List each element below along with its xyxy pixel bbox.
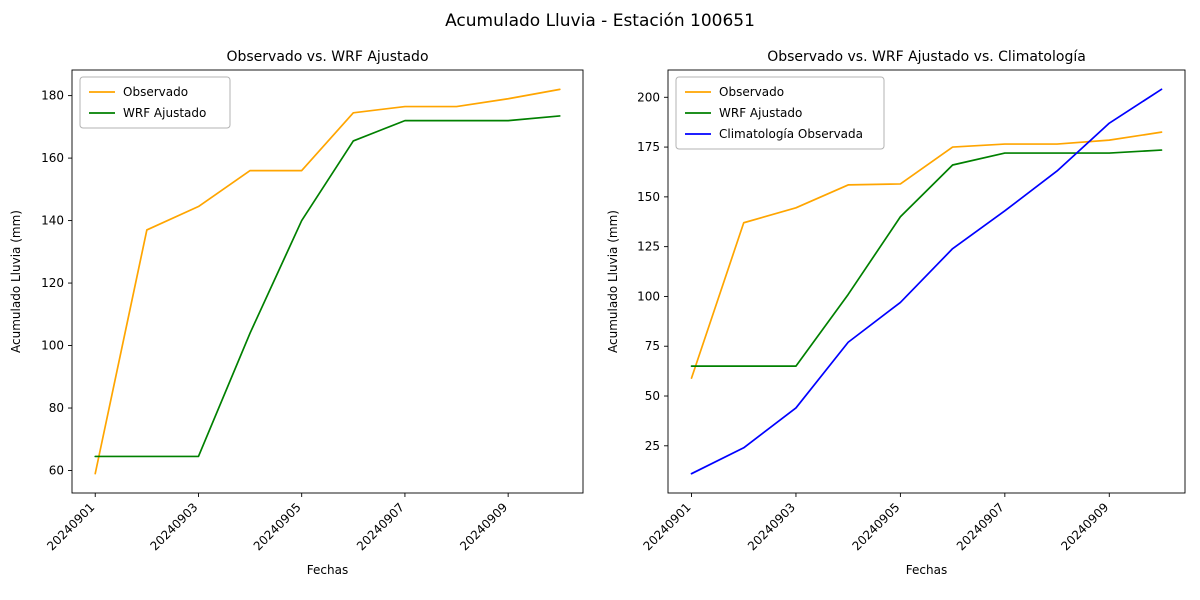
legend-label: WRF Ajustado xyxy=(719,106,802,120)
legend-label: Climatología Observada xyxy=(719,127,863,141)
y-tick-label: 100 xyxy=(41,339,64,353)
series-line-observado xyxy=(94,88,561,475)
x-tick-label: 20240907 xyxy=(354,500,407,553)
y-tick-label: 160 xyxy=(41,151,64,165)
y-tick-label: 180 xyxy=(41,89,64,103)
y-tick-label: 50 xyxy=(645,389,660,403)
figure-title: Acumulado Lluvia - Estación 100651 xyxy=(445,11,755,31)
x-tick-label: 20240903 xyxy=(147,500,200,553)
series-line-observado xyxy=(690,131,1163,379)
x-tick-label: 20240909 xyxy=(1058,500,1111,553)
series-line-wrf-ajustado xyxy=(690,149,1163,367)
x-tick-label: 20240901 xyxy=(44,500,97,553)
legend-label: Observado xyxy=(123,85,188,99)
legend-label: Observado xyxy=(719,85,784,99)
x-axis-label: Fechas xyxy=(906,563,947,577)
x-tick-label: 20240905 xyxy=(251,500,304,553)
series-line-wrf-ajustado xyxy=(94,115,561,458)
y-tick-label: 200 xyxy=(637,90,660,104)
plot-border xyxy=(667,69,1186,494)
x-axis-label: Fechas xyxy=(307,563,348,577)
y-tick-label: 140 xyxy=(41,214,64,228)
plot-border xyxy=(71,69,584,494)
subplot-title: Observado vs. WRF Ajustado xyxy=(226,49,428,65)
legend-box xyxy=(675,76,885,150)
x-tick-label: 20240907 xyxy=(954,500,1007,553)
subplot-title: Observado vs. WRF Ajustado vs. Climatolo… xyxy=(767,49,1086,65)
y-tick-label: 60 xyxy=(49,464,64,478)
chart-observado-vs-wrf-vs-climatologia: Observado vs. WRF Ajustado vs. Climatolo… xyxy=(606,49,1186,577)
y-tick-label: 125 xyxy=(637,240,660,254)
y-tick-label: 75 xyxy=(645,339,660,353)
legend-box xyxy=(79,76,231,129)
x-tick-label: 20240901 xyxy=(641,500,694,553)
legend-label: WRF Ajustado xyxy=(123,106,206,120)
y-axis-label: Acumulado Lluvia (mm) xyxy=(606,210,620,353)
x-tick-label: 20240909 xyxy=(457,500,510,553)
series-line-climatolog-a-observada xyxy=(690,88,1163,475)
x-tick-label: 20240905 xyxy=(849,500,902,553)
chart-observado-vs-wrf: Observado vs. WRF Ajustado 60 80 100 120 140 1… xyxy=(9,49,584,577)
x-tick-label: 20240903 xyxy=(745,500,798,553)
y-axis-label: Acumulado Lluvia (mm) xyxy=(9,210,23,353)
y-tick-label: 120 xyxy=(41,276,64,290)
y-tick-label: 80 xyxy=(49,401,64,415)
y-tick-label: 150 xyxy=(637,190,660,204)
y-tick-label: 175 xyxy=(637,140,660,154)
y-tick-label: 25 xyxy=(645,439,660,453)
y-tick-label: 100 xyxy=(637,289,660,303)
